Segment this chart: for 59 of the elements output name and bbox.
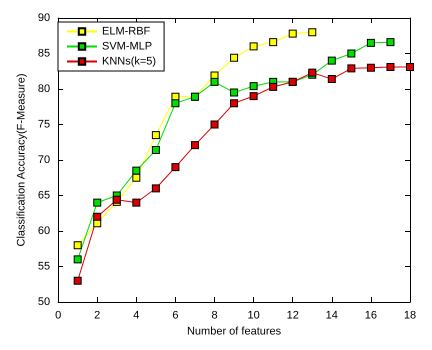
point bbox=[190, 141, 199, 150]
point bbox=[230, 88, 238, 97]
point bbox=[132, 166, 140, 175]
x-tick-label: 14 bbox=[326, 310, 338, 322]
point bbox=[230, 99, 238, 108]
x-tick-label: 10 bbox=[247, 310, 260, 322]
point bbox=[366, 64, 375, 72]
y-tick-label: 85 bbox=[38, 48, 50, 60]
point bbox=[210, 120, 219, 128]
x-tick-label: 8 bbox=[211, 310, 218, 322]
y-tick-label: 50 bbox=[38, 296, 50, 308]
legend-label: SVM-MLP bbox=[102, 40, 152, 52]
point bbox=[152, 146, 160, 154]
y-axis-title: Classification Accuracy(F-Measure) bbox=[16, 74, 28, 246]
point bbox=[347, 64, 356, 72]
y-tick-label: 65 bbox=[38, 190, 50, 202]
y-tick-label: 55 bbox=[38, 260, 50, 272]
y-tick-label: 60 bbox=[38, 225, 50, 237]
point bbox=[328, 75, 336, 84]
y-tick-label: 80 bbox=[38, 83, 50, 95]
point bbox=[93, 198, 102, 207]
point bbox=[269, 38, 278, 46]
x-tick-label: 2 bbox=[94, 310, 100, 322]
point bbox=[250, 92, 258, 100]
point bbox=[74, 276, 82, 285]
x-tick-label: 16 bbox=[364, 310, 378, 322]
y-tick-label: 90 bbox=[38, 12, 50, 24]
point bbox=[250, 82, 258, 90]
point bbox=[171, 99, 180, 108]
point bbox=[152, 184, 160, 192]
point bbox=[132, 198, 140, 207]
point bbox=[230, 54, 238, 62]
point bbox=[406, 62, 414, 71]
point bbox=[386, 38, 394, 46]
y-tick-label: 70 bbox=[38, 154, 50, 166]
legend-label: KNNs(k=5) bbox=[102, 56, 156, 68]
point bbox=[210, 78, 219, 86]
legend-label: ELM-RBF bbox=[102, 26, 151, 38]
y-tick-label: 75 bbox=[38, 118, 50, 130]
point bbox=[366, 38, 375, 47]
x-tick-label: 12 bbox=[286, 310, 299, 322]
x-axis-title: Number of features bbox=[186, 325, 282, 338]
point bbox=[74, 241, 82, 250]
x-tick-label: 0 bbox=[55, 310, 62, 322]
point bbox=[347, 50, 356, 58]
x-tick-label: 6 bbox=[172, 310, 178, 322]
x-tick-label: 18 bbox=[404, 310, 416, 322]
point bbox=[171, 163, 180, 172]
point bbox=[250, 42, 258, 50]
point bbox=[152, 131, 160, 140]
point bbox=[386, 62, 394, 71]
point bbox=[132, 174, 140, 182]
point bbox=[328, 56, 336, 65]
point bbox=[288, 30, 297, 38]
point bbox=[93, 212, 102, 221]
x-tick-label: 4 bbox=[133, 310, 140, 322]
point bbox=[74, 255, 82, 264]
point bbox=[269, 82, 278, 91]
point bbox=[308, 28, 316, 36]
